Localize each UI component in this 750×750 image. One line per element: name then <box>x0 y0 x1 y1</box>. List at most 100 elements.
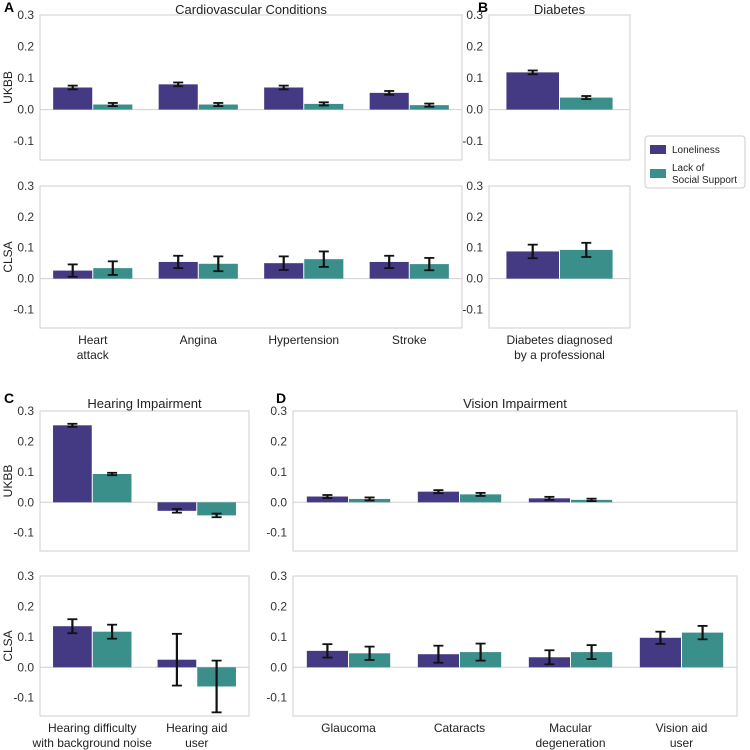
y-tick-label: 0.2 <box>466 210 483 224</box>
bar-social-support <box>409 264 449 279</box>
subplot-C-0: -0.1 0.0 0.1 0.2 0.3 UKBB <box>1 404 250 552</box>
y-tick-label: 0.3 <box>17 569 34 583</box>
bar-loneliness <box>264 87 304 110</box>
bar-social-support <box>198 104 238 110</box>
bar-loneliness <box>306 650 348 668</box>
y-tick-label: 0.0 <box>17 495 34 509</box>
y-tick-label: 0.1 <box>466 241 483 255</box>
y-tick-label: 0.0 <box>17 103 34 117</box>
y-tick-label: 0.3 <box>270 404 287 418</box>
y-tick-label: -0.1 <box>462 134 483 148</box>
axes-frame <box>39 185 463 329</box>
y-tick-label: -0.1 <box>13 691 34 705</box>
y-axis-label: CLSA <box>1 630 15 661</box>
bar-social-support <box>560 97 613 110</box>
y-tick-label: 0.2 <box>270 434 287 448</box>
legend-label: Loneliness <box>672 145 720 156</box>
y-tick-label: 0.3 <box>270 569 287 583</box>
panel-title-B: Diabetes <box>534 2 586 17</box>
category-label: Angina <box>180 333 218 347</box>
subplot-C-1: -0.1 0.0 0.1 0.2 0.3 CLSA <box>1 569 250 717</box>
bar-loneliness <box>369 92 409 110</box>
panel-label-B: B <box>478 0 488 15</box>
bar-social-support <box>304 103 344 110</box>
subplot-D-1: -0.1 0.0 0.1 0.2 0.3 <box>266 569 738 717</box>
bar-social-support <box>304 259 344 279</box>
y-tick-label: 0.1 <box>17 465 34 479</box>
y-tick-label: 0.2 <box>270 599 287 613</box>
category-label: Heart attack <box>77 333 110 362</box>
y-tick-label: -0.1 <box>462 302 483 316</box>
bar-loneliness <box>158 84 198 110</box>
y-tick-label: -0.1 <box>13 134 34 148</box>
y-tick-label: 0.3 <box>466 179 483 193</box>
bar-loneliness <box>53 425 92 503</box>
bar-loneliness <box>417 491 459 503</box>
category-label: Macular degeneration <box>535 721 605 750</box>
legend-label: Lack of Social Support <box>672 163 737 186</box>
category-label: Hearing aid user <box>166 721 227 750</box>
axes-frame <box>39 575 250 717</box>
category-label: Hearing difficulty with background noise <box>32 721 153 750</box>
y-tick-label: 0.2 <box>17 40 34 54</box>
subplot-B-0: -0.1 0.0 0.1 0.2 0.3 <box>462 8 631 161</box>
y-tick-label: -0.1 <box>13 526 34 540</box>
y-tick-label: 0.1 <box>17 630 34 644</box>
y-tick-label: 0.0 <box>17 272 34 286</box>
y-axis-label: UKBB <box>1 465 15 498</box>
panel-label-A: A <box>4 0 14 15</box>
y-tick-label: 0.1 <box>17 241 34 255</box>
y-tick-label: 0.3 <box>17 404 34 418</box>
y-tick-label: 0.1 <box>270 465 287 479</box>
y-tick-label: 0.0 <box>17 660 34 674</box>
y-tick-label: 0.0 <box>270 660 287 674</box>
axes-frame <box>292 410 738 552</box>
panel-B: B Diabetes -0.1 0.0 0.1 0.2 0.3 -0.1 0.0 0.1 0.2 0.… <box>462 0 631 362</box>
subplot-D-0: -0.1 0.0 0.1 0.2 0.3 <box>266 404 738 552</box>
y-tick-label: 0.2 <box>17 599 34 613</box>
bar-loneliness <box>506 72 559 110</box>
y-tick-label: -0.1 <box>266 526 287 540</box>
bar-loneliness <box>157 502 197 511</box>
category-label: Cataracts <box>434 721 485 735</box>
category-label: Glaucoma <box>321 721 376 735</box>
panel-title-A: Cardiovascular Conditions <box>175 2 327 17</box>
bar-loneliness <box>264 263 304 279</box>
panel-title-C: Hearing Impairment <box>87 396 202 411</box>
y-tick-label: 0.1 <box>270 630 287 644</box>
y-tick-label: 0.0 <box>466 103 483 117</box>
legend: Loneliness Lack of Social Support <box>644 135 746 189</box>
bar-social-support <box>460 494 502 503</box>
legend-swatch-loneliness <box>650 145 666 154</box>
y-tick-label: -0.1 <box>13 302 34 316</box>
y-tick-label: 0.2 <box>17 210 34 224</box>
axes-frame <box>292 575 738 717</box>
bar-loneliness <box>53 87 93 110</box>
bar-loneliness <box>306 496 348 503</box>
subplot-B-1: -0.1 0.0 0.1 0.2 0.3 <box>462 179 631 329</box>
y-tick-label: 0.3 <box>17 179 34 193</box>
panel-A: A Cardiovascular Conditions -0.1 0.0 0.1 0.2 0… <box>1 0 463 362</box>
y-tick-label: 0.0 <box>270 495 287 509</box>
panel-C: C Hearing Impairment-0.10.00.10.20.3UKBB-… <box>1 390 250 750</box>
subplot-A-0: -0.1 0.0 0.1 0.2 0.3 UKBB <box>1 8 463 161</box>
bar-loneliness <box>369 261 409 279</box>
axes-frame <box>488 14 631 161</box>
y-axis-label: UKBB <box>1 71 15 104</box>
legend-box <box>644 135 746 189</box>
y-tick-label: 0.1 <box>17 71 34 85</box>
panel-label-C: C <box>4 390 14 406</box>
y-tick-label: 0.2 <box>466 40 483 54</box>
y-axis-label: CLSA <box>1 241 15 272</box>
bar-social-support <box>93 104 133 110</box>
y-tick-label: 0.2 <box>17 434 34 448</box>
bar-loneliness <box>158 261 198 279</box>
legend-swatch-social-support <box>650 169 666 178</box>
y-tick-label: 0.0 <box>466 272 483 286</box>
y-tick-label: 0.3 <box>17 8 34 22</box>
bar-social-support <box>92 474 132 503</box>
category-label: Diabetes diagnosed by a professional <box>506 333 612 362</box>
axes-frame <box>39 410 250 552</box>
axes-frame <box>488 185 631 329</box>
